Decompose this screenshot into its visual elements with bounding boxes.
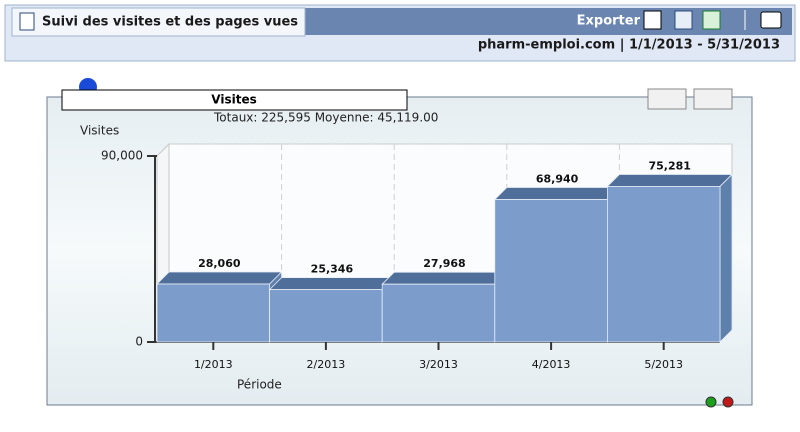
tab-title: Suivi des visites et des pages vues [42, 15, 298, 30]
x-tick-label: 4/2013 [532, 358, 571, 371]
value-label: 27,968 [423, 257, 465, 270]
status-green [705, 396, 717, 408]
value-label: 75,281 [648, 159, 690, 172]
x-tick-label: 1/2013 [194, 358, 233, 371]
y-tick-label: 0 [135, 335, 143, 349]
export-pdf[interactable] [674, 10, 693, 30]
status-red [722, 396, 734, 408]
bar [156, 283, 270, 343]
x-tick-label: 3/2013 [419, 358, 458, 371]
bar [381, 283, 496, 343]
export-text[interactable] [643, 10, 662, 30]
print-button[interactable] [760, 11, 782, 29]
bar-top [606, 174, 733, 187]
title-box [61, 89, 408, 111]
y-tick-label: 90,000 [101, 149, 143, 163]
chart-subtitle: Totaux: 225,595 Moyenne: 45,119.00 [213, 111, 438, 125]
export-label: Exporter [577, 14, 641, 29]
value-label: 68,940 [536, 173, 579, 186]
bar-top [268, 277, 396, 291]
tab-icon [19, 12, 35, 31]
bar [494, 199, 608, 343]
bar-top [381, 271, 508, 285]
x-axis-label: Période [237, 378, 282, 392]
y-axis-label: Visites [80, 124, 119, 138]
x-tick-label: 5/2013 [644, 358, 683, 371]
bar [607, 186, 721, 343]
x-tick-label: 2/2013 [307, 358, 346, 371]
export-excel[interactable] [702, 10, 721, 30]
plot: 0 90,000 28,060 1/2013 25,346 2/2013 27,968 3/2… [101, 142, 733, 371]
bar-side [719, 173, 733, 343]
value-label: 28,060 [198, 257, 241, 270]
tab[interactable] [11, 7, 306, 37]
chart-title: Visites [211, 93, 256, 107]
bar-top [156, 271, 283, 285]
context: pharm-emploi.com | 1/1/2013 - 5/31/2013 [478, 38, 780, 53]
line-view-button[interactable] [693, 88, 733, 110]
value-label: 25,346 [311, 263, 354, 276]
bar [269, 289, 383, 343]
bar-top [493, 187, 621, 200]
bar-view-button[interactable] [647, 88, 687, 110]
